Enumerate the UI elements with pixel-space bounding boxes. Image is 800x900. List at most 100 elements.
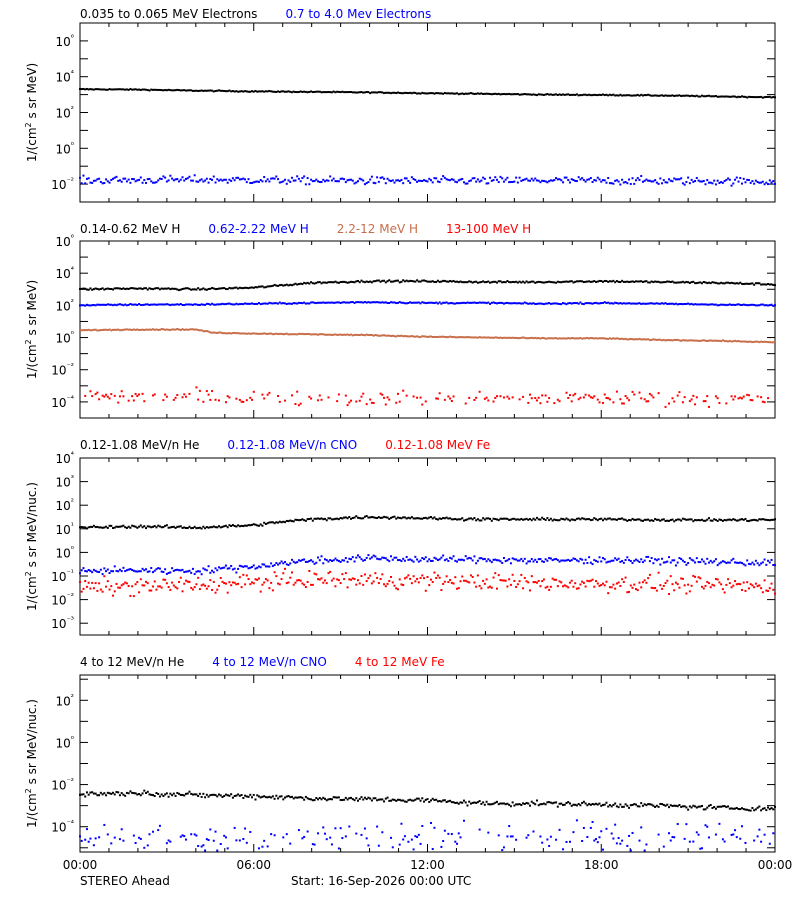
data-point	[245, 574, 248, 577]
data-point	[674, 94, 677, 97]
data-point	[216, 288, 219, 291]
y-tick-label: 10⁻²	[51, 777, 74, 793]
data-point	[655, 280, 658, 283]
data-point	[301, 302, 304, 305]
data-point	[383, 515, 386, 518]
data-point	[303, 90, 306, 93]
data-point	[469, 280, 472, 283]
data-point	[412, 280, 415, 283]
data-point	[508, 558, 511, 561]
data-point	[181, 176, 184, 179]
data-point	[598, 302, 601, 305]
data-point	[363, 827, 366, 830]
data-point	[462, 93, 465, 96]
data-point	[516, 181, 519, 184]
data-point	[761, 96, 764, 99]
data-point	[270, 796, 273, 799]
data-point	[772, 832, 775, 835]
data-point	[612, 182, 615, 185]
data-point	[718, 181, 721, 184]
data-point	[129, 328, 132, 331]
data-point	[614, 281, 617, 284]
data-point	[760, 283, 763, 286]
data-point	[582, 800, 585, 803]
data-point	[162, 795, 165, 798]
data-point	[749, 282, 752, 285]
data-point	[548, 93, 551, 96]
data-point	[770, 283, 773, 286]
data-point	[129, 568, 132, 571]
data-point	[765, 283, 768, 286]
data-point	[558, 519, 561, 522]
data-point	[431, 280, 434, 283]
data-point	[266, 796, 269, 799]
data-point	[416, 279, 419, 282]
data-point	[551, 302, 554, 305]
data-point	[638, 805, 641, 808]
data-point	[218, 89, 220, 92]
data-point	[308, 570, 311, 573]
data-point	[197, 303, 200, 306]
data-point	[214, 303, 217, 306]
data-point	[414, 178, 417, 181]
data-point	[435, 92, 438, 95]
data-point	[125, 569, 128, 572]
data-point	[370, 401, 373, 404]
data-point	[317, 333, 320, 336]
data-point	[339, 516, 342, 519]
data-point	[148, 328, 151, 331]
data-point	[421, 180, 424, 183]
data-point	[681, 182, 684, 185]
data-point	[99, 180, 102, 183]
data-point	[118, 525, 121, 528]
data-point	[631, 94, 634, 97]
data-point	[85, 329, 88, 332]
data-point	[238, 794, 241, 797]
data-point	[191, 179, 194, 182]
data-point	[459, 580, 462, 583]
data-point	[575, 180, 578, 183]
data-point	[429, 799, 432, 802]
data-point	[548, 588, 551, 591]
data-point	[767, 397, 770, 400]
data-point	[233, 331, 236, 334]
data-point	[734, 303, 737, 306]
data-point	[647, 93, 650, 96]
data-point	[496, 178, 498, 181]
data-point	[614, 823, 617, 826]
data-point	[219, 331, 222, 334]
data-point	[110, 570, 113, 573]
data-point	[150, 303, 153, 306]
data-point	[758, 564, 761, 567]
data-point	[497, 336, 500, 339]
data-point	[268, 565, 271, 568]
data-point	[709, 95, 712, 98]
data-point	[438, 392, 441, 395]
data-point	[204, 849, 207, 852]
data-point	[409, 798, 412, 801]
data-point	[383, 800, 386, 803]
data-point	[506, 280, 509, 283]
data-point	[509, 583, 512, 586]
data-point	[334, 827, 337, 830]
data-point	[666, 303, 669, 306]
data-point	[429, 179, 432, 182]
data-point	[240, 565, 243, 568]
series-2-points	[79, 554, 776, 576]
data-point	[450, 518, 453, 521]
data-point	[198, 570, 201, 573]
data-point	[464, 336, 467, 339]
data-point	[443, 91, 446, 94]
data-point	[534, 93, 537, 96]
data-point	[556, 519, 559, 522]
data-point	[485, 560, 488, 563]
data-point	[629, 519, 632, 522]
data-point	[596, 302, 599, 305]
data-point	[190, 328, 193, 331]
data-point	[562, 803, 565, 806]
data-point	[400, 301, 403, 304]
data-point	[183, 328, 186, 331]
data-point	[238, 576, 241, 579]
data-point	[367, 577, 370, 580]
data-point	[127, 568, 130, 571]
